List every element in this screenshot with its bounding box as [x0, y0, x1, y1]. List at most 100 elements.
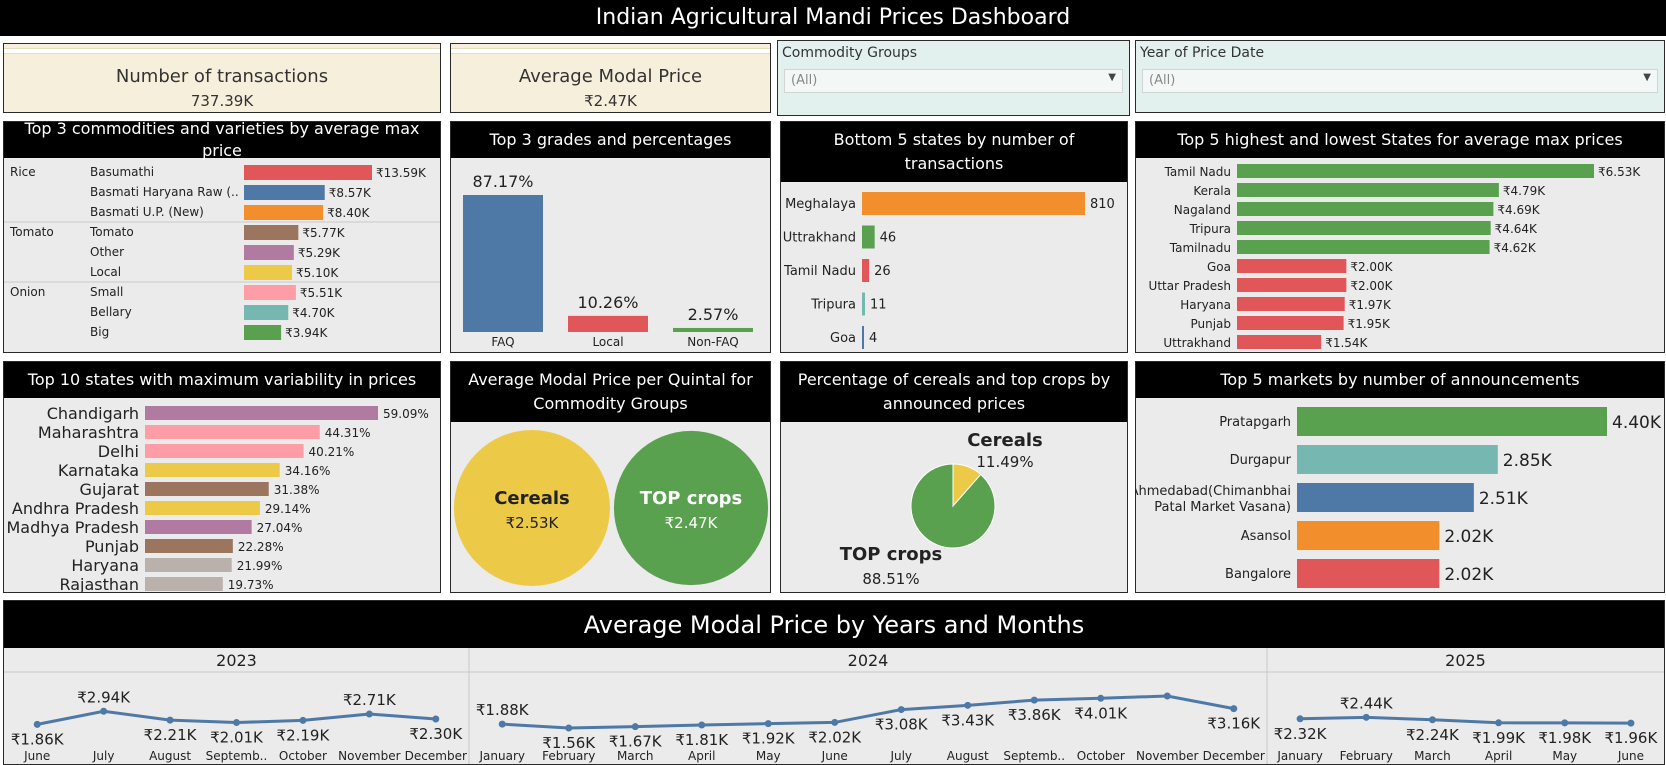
- data-point: [698, 721, 706, 729]
- panel-title: Top 3 grades and percentages: [451, 122, 770, 158]
- point-value-label: ₹2.44K: [1340, 694, 1394, 712]
- year-select[interactable]: (All) ▼: [1142, 69, 1658, 93]
- month-label: May: [756, 749, 781, 763]
- bubble: [454, 430, 610, 586]
- bar-value-label: ₹4.62K: [1494, 241, 1537, 255]
- bubble-value-label: ₹2.47K: [665, 514, 719, 532]
- filter-label: Year of Price Date: [1140, 45, 1265, 61]
- point-value-label: ₹2.71K: [343, 691, 397, 709]
- category-label: Delhi: [98, 442, 139, 461]
- point-value-label: ₹3.86K: [1008, 706, 1062, 724]
- bar: [1297, 407, 1607, 436]
- category-label: Goa: [1207, 260, 1231, 274]
- category-label: Non-FAQ: [687, 335, 739, 349]
- point-value-label: ₹1.92K: [742, 730, 796, 748]
- panel-bubbles: Average Modal Price per Quintal for Comm…: [450, 361, 771, 593]
- data-point: [831, 718, 839, 726]
- category-label: Ahmedabad(Chimanbhai: [1136, 484, 1291, 499]
- bar-value-label: 26: [874, 264, 891, 279]
- point-value-label: ₹3.08K: [875, 716, 929, 734]
- point-value-label: ₹1.88K: [476, 701, 530, 719]
- kpi-divider: [451, 48, 770, 54]
- panel-title: Average Modal Price by Years and Months: [4, 601, 1664, 648]
- month-label: December: [1203, 749, 1265, 763]
- bar: [1237, 183, 1499, 197]
- month-label: October: [279, 749, 327, 763]
- panel-commodities: Top 3 commodities and varieties by avera…: [3, 119, 441, 353]
- data-point: [1163, 692, 1171, 700]
- bar: [1237, 259, 1347, 273]
- data-point: [1097, 694, 1105, 702]
- category-label: Haryana: [1180, 298, 1231, 312]
- category-label: Karnataka: [58, 461, 139, 480]
- bar: [862, 225, 875, 249]
- data-point: [565, 724, 573, 732]
- category-label: Nagaland: [1174, 203, 1231, 217]
- category-label: Tamilnadu: [1169, 241, 1231, 255]
- pie-category-label: Cereals: [967, 430, 1043, 451]
- bar-value-label: 87.17%: [472, 172, 533, 191]
- bar: [145, 463, 280, 477]
- bar-value-label: 31.38%: [274, 483, 320, 497]
- series-line: [1300, 715, 1631, 725]
- category-label: Punjab: [1190, 317, 1231, 331]
- variety-label: Basumathi: [90, 165, 154, 179]
- category-label: FAQ: [491, 335, 514, 349]
- month-label: November: [338, 749, 400, 763]
- category-label: Andhra Pradesh: [12, 499, 139, 518]
- category-label: Chandigarh: [47, 404, 139, 423]
- bar: [244, 165, 372, 180]
- data-point: [33, 720, 41, 728]
- month-label: May: [1552, 749, 1577, 763]
- month-label: April: [1485, 749, 1512, 763]
- bar-value-label: ₹2.00K: [1350, 279, 1393, 293]
- bar-value-label: ₹13.59K: [376, 166, 427, 180]
- data-point: [964, 701, 972, 709]
- panel-variability: Top 10 states with maximum variability i…: [3, 361, 441, 593]
- commodity-label: Onion: [10, 285, 45, 299]
- category-label: Pratapgarh: [1219, 415, 1291, 430]
- category-label: Asansol: [1241, 529, 1291, 544]
- commodities-chart: Rice Basumathi ₹13.59K Basmati Haryana Raw …: [4, 165, 440, 340]
- bar-value-label: 2.57%: [688, 305, 739, 324]
- bubble-chart: Cereals ₹2.53K TOP crops ₹2.47K: [454, 430, 769, 586]
- bar: [1237, 240, 1490, 254]
- point-value-label: ₹2.24K: [1406, 726, 1460, 744]
- bar-value-label: 40.21%: [309, 445, 355, 459]
- point-value-label: ₹3.16K: [1207, 715, 1261, 733]
- category-label: Local: [592, 335, 623, 349]
- bubble-category-label: Cereals: [494, 488, 570, 509]
- chevron-down-icon[interactable]: ▼: [1643, 72, 1651, 83]
- data-point: [1030, 696, 1038, 704]
- bar: [244, 305, 289, 320]
- month-label: March: [1414, 749, 1451, 763]
- data-point: [1428, 716, 1436, 724]
- data-point: [432, 715, 440, 723]
- data-point: [1561, 719, 1569, 727]
- pie-chart: Cereals 11.49% TOP crops 88.51%: [840, 430, 1043, 588]
- bar-value-label: 2.51K: [1479, 489, 1529, 509]
- bar: [145, 520, 252, 534]
- bar: [244, 325, 282, 340]
- variety-label: Tomato: [89, 225, 134, 239]
- timeline-chart: 2023June₹1.86KJuly₹2.94KAugust₹2.21KSept…: [4, 648, 1664, 764]
- bottom-states-chart: Meghalaya 810 Uttrakhand 46 Tamil Nadu 26 Trip…: [783, 192, 1115, 349]
- commodity-groups-select[interactable]: (All) ▼: [784, 69, 1123, 93]
- bar-value-label: 19.73%: [228, 578, 274, 592]
- category-label: Patal Market Vasana): [1154, 500, 1291, 515]
- bar-value-label: ₹5.10K: [296, 266, 339, 280]
- filter-label: Commodity Groups: [782, 45, 918, 61]
- panel-grades: Top 3 grades and percentages 87.17% FAQ 10…: [450, 121, 771, 353]
- markets-chart: Pratapgarh 4.40K Durgapur 2.85K Ahmedabad(Ch…: [1136, 407, 1662, 588]
- bar-value-label: 44.31%: [325, 426, 371, 440]
- chevron-down-icon[interactable]: ▼: [1108, 72, 1116, 83]
- category-label: Kerala: [1193, 184, 1231, 198]
- category-label: Tamil Nadu: [1164, 165, 1231, 179]
- variability-chart: Chandigarh 59.09% Maharashtra 44.31% Delhi 40…: [7, 404, 429, 592]
- bar: [145, 425, 320, 439]
- pie-slice: [910, 463, 996, 549]
- point-value-label: ₹1.67K: [609, 733, 663, 751]
- bar-value-label: 29.14%: [265, 502, 311, 516]
- data-point: [233, 719, 240, 727]
- month-label: Septemb..: [1003, 749, 1065, 763]
